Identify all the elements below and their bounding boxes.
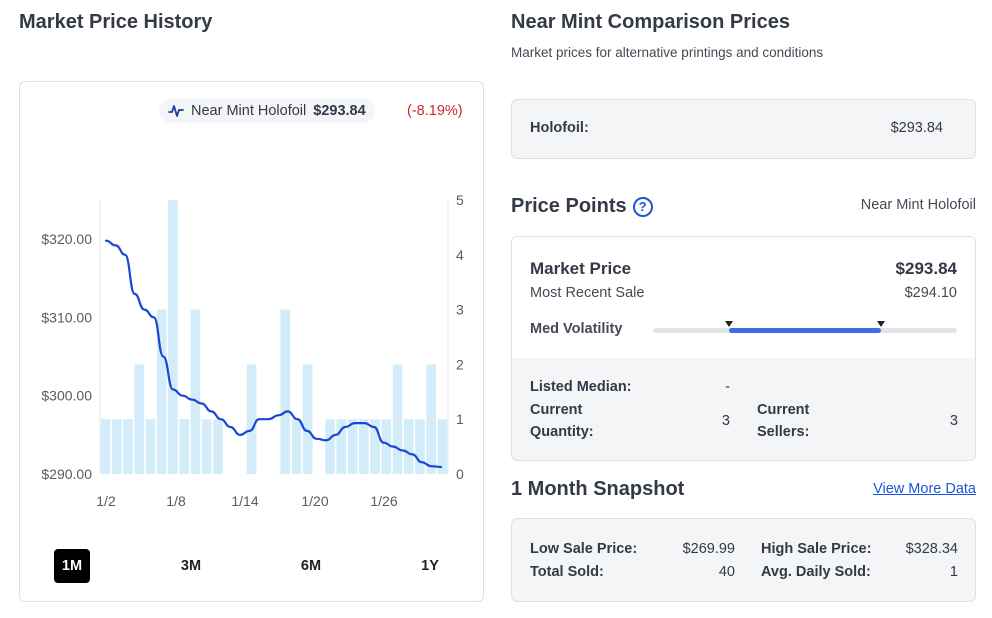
volume-bar [347,419,358,474]
comparison-prices-title: Near Mint Comparison Prices [511,11,790,33]
y-right-tick-label: 1 [456,411,464,427]
line-chart-icon [168,105,184,117]
y-left-tick-label: $290.00 [41,466,92,482]
volume-bar [123,419,133,474]
price-points-title: Price Points [511,195,627,217]
x-tick-label: 1/26 [370,493,397,509]
total-sold-value: 40 [718,564,735,580]
avg-daily-sold-value: 1 [949,564,958,580]
y-left-tick-label: $300.00 [41,388,92,404]
volatility-low-marker-icon [725,321,733,327]
current-quantity-label: Current Quantity: [530,402,594,440]
volume-bar [134,364,145,474]
volume-bar [179,419,190,474]
low-sale-value: $269.99 [682,541,735,557]
volume-bar [156,309,167,474]
legend-change: (-8.19%) [407,103,463,119]
holofoil-label: Holofoil: [530,120,589,136]
volume-bar [302,364,313,474]
legend-near-mint-holofoil[interactable]: Near Mint Holofoil $293.84 [159,99,375,123]
recent-sale-value: $294.10 [904,285,957,301]
volume-bar [190,309,201,474]
price-history-chart: $290.00 $300.00 $310.00 $320.00 0 1 2 3 4 5 1/2 1/8… [41,192,464,509]
x-tick-label: 1/20 [301,493,328,509]
volatility-range-fill [729,328,881,333]
volume-bar [358,419,369,474]
volume-bar [201,419,212,474]
market-price-label: Market Price [530,259,632,278]
recent-sale-label: Most Recent Sale [530,285,645,301]
y-left-tick-label: $320.00 [41,231,92,247]
month-snapshot-card: Low Sale Price: $269.99 Total Sold: 40 H… [511,518,976,602]
y-right-tick-label: 3 [456,302,464,318]
volume-bar [100,419,111,474]
legend-price: $293.84 [313,103,366,119]
volume-bar [291,419,302,474]
volatility-high-marker-icon [877,321,885,327]
current-sellers-value: 3 [949,413,958,429]
range-1m-button[interactable]: 1M [54,549,90,583]
volume-bar [112,419,122,474]
y-right-tick-label: 2 [456,356,464,372]
volatility-meter [653,321,957,333]
volume-bar [426,364,436,474]
price-points-card: Market Price $293.84 Most Recent Sale $2… [511,236,976,461]
volume-bar [145,419,156,474]
current-quantity-value: 3 [721,413,730,429]
market-price-value: $293.84 [895,259,957,278]
help-icon[interactable]: ? [632,196,653,217]
range-1y-button[interactable]: 1Y [413,549,447,583]
high-sale-value: $328.34 [905,541,958,557]
volume-bar [280,309,291,474]
low-sale-label: Low Sale Price: [530,541,638,557]
holofoil-value: $293.84 [890,120,943,136]
volume-bar [213,419,223,474]
volatility-label: Med Volatility [530,321,623,337]
market-price-history-title: Market Price History [19,11,213,33]
volume-bar [415,419,425,474]
high-sale-label: High Sale Price: [761,541,872,557]
x-tick-label: 1/8 [166,493,186,509]
price-points-condition: Near Mint Holofoil [860,197,976,213]
avg-daily-sold-label: Avg. Daily Sold: [761,564,871,580]
y-right-tick-label: 0 [456,466,464,482]
y-right-tick-label: 5 [456,192,464,208]
holofoil-price-card: Holofoil: $293.84 [511,99,976,159]
view-more-data-link[interactable]: View More Data [873,481,976,497]
y-left-tick-label: $310.00 [41,309,92,325]
volume-bar [381,419,392,474]
price-points-heading: Price Points ? [511,195,653,218]
volume-bar [246,364,257,474]
range-6m-button[interactable]: 6M [292,549,330,583]
x-tick-label: 1/2 [96,493,116,509]
listed-median-value: - [725,379,730,395]
volume-bar [370,419,380,474]
volume-bar [168,200,178,474]
comparison-prices-subtitle: Market prices for alternative printings … [511,45,824,60]
total-sold-label: Total Sold: [530,564,604,580]
price-history-chart-card: Near Mint Holofoil $293.84 (-8.19%) $290… [19,81,484,602]
volume-bar [437,419,448,474]
legend-label: Near Mint Holofoil [191,103,307,119]
volume-bar [325,419,335,474]
market-price-line [104,239,443,469]
month-snapshot-title: 1 Month Snapshot [511,478,685,500]
volume-bar [392,364,403,474]
volume-bar [336,419,347,474]
x-tick-label: 1/14 [231,493,258,509]
y-right-tick-label: 4 [456,247,464,263]
price-points-summary: Market Price $293.84 Most Recent Sale $2… [512,237,975,358]
current-sellers-label: Current Sellers: [757,402,810,440]
volume-bar [403,419,414,474]
range-3m-button[interactable]: 3M [172,549,210,583]
listed-median-label: Listed Median: [530,379,632,395]
